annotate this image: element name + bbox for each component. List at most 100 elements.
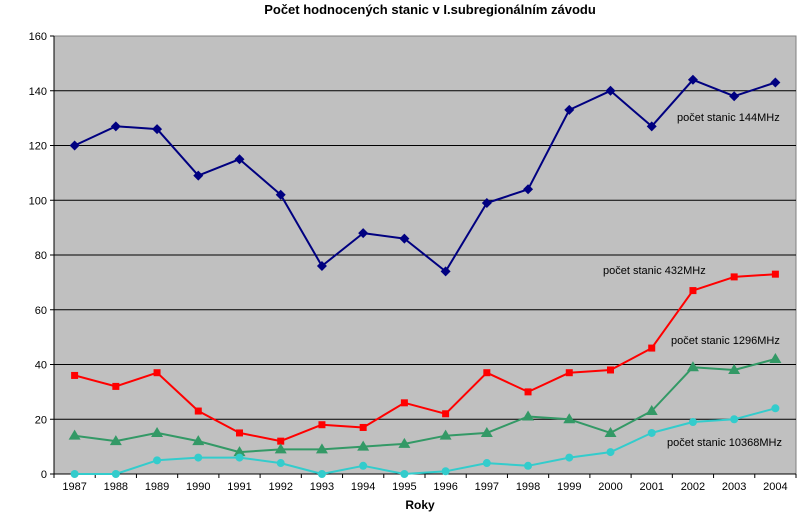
x-tick-label: 1991 <box>227 481 251 493</box>
x-tick-label: 1998 <box>516 481 540 493</box>
data-point <box>771 404 780 413</box>
data-point <box>565 369 573 377</box>
data-point <box>564 104 575 115</box>
data-point <box>522 410 535 421</box>
data-point <box>686 361 699 372</box>
data-point <box>442 410 450 418</box>
data-point <box>152 124 163 135</box>
y-tick-label: 80 <box>35 250 47 262</box>
y-tick-label: 60 <box>35 305 47 317</box>
data-point <box>358 228 369 239</box>
data-point <box>481 197 492 208</box>
data-point <box>316 260 327 271</box>
data-point <box>648 344 656 352</box>
data-point <box>70 470 79 478</box>
data-point <box>153 369 161 377</box>
data-point <box>276 459 285 468</box>
x-tick-label: 1990 <box>186 481 210 493</box>
x-tick-label: 1996 <box>433 481 457 493</box>
x-tick-label: 1995 <box>392 481 416 493</box>
data-point <box>606 448 615 457</box>
data-point <box>315 443 328 454</box>
data-point <box>604 426 617 437</box>
x-tick-label: 1993 <box>310 481 334 493</box>
x-axis-title: Roky <box>405 498 435 512</box>
series-labels: počet stanic 144MHz počet stanic 432MHz po… <box>603 112 782 449</box>
data-point <box>730 273 738 281</box>
data-point <box>275 189 286 200</box>
series-4 <box>70 404 780 478</box>
data-point <box>400 470 409 478</box>
data-point <box>398 437 411 448</box>
series-group <box>68 74 782 478</box>
data-point <box>565 453 574 462</box>
chart-title: Počet hodnocených stanic v I.subregionál… <box>264 2 596 17</box>
series-line <box>74 358 776 454</box>
data-point <box>236 429 243 437</box>
x-tick-label: 2001 <box>639 481 663 493</box>
data-point <box>400 399 408 407</box>
y-tick-label: 0 <box>41 469 47 481</box>
data-point <box>317 470 326 478</box>
series-label: počet stanic 432MHz <box>603 265 706 277</box>
data-point <box>771 270 779 278</box>
data-point <box>234 154 245 165</box>
data-point <box>482 459 491 468</box>
x-tick-label: 1987 <box>62 481 86 493</box>
data-point <box>277 437 285 445</box>
data-point <box>194 407 202 415</box>
data-point <box>233 446 246 457</box>
x-tick-label: 1992 <box>268 481 292 493</box>
series-line <box>74 78 776 273</box>
y-tick-label: 100 <box>29 195 47 207</box>
data-point <box>607 366 614 374</box>
x-tick-label: 2004 <box>763 481 787 493</box>
x-tick-label: 1999 <box>557 481 581 493</box>
data-point <box>524 461 533 470</box>
data-point <box>563 413 576 424</box>
data-point <box>112 382 120 390</box>
data-point <box>359 461 368 470</box>
x-axis-ticks: 1987 1988 1989 1990 1991 1992 1993 1994 1995 1996… <box>53 473 797 493</box>
data-point <box>235 453 244 462</box>
data-point <box>274 443 287 454</box>
x-tick-label: 1994 <box>351 481 375 493</box>
data-point <box>770 77 781 88</box>
data-point <box>605 85 616 96</box>
x-tick-label: 2000 <box>598 481 622 493</box>
y-tick-label: 20 <box>35 414 47 426</box>
data-point <box>483 369 491 377</box>
series-label: počet stanic 1296MHz <box>671 335 780 347</box>
data-point <box>689 287 697 295</box>
x-tick-label: 2003 <box>722 481 746 493</box>
data-point <box>71 371 79 379</box>
data-point <box>318 421 326 429</box>
series-line <box>74 273 776 443</box>
data-point <box>359 423 367 431</box>
x-tick-label: 1988 <box>104 481 128 493</box>
y-tick-label: 160 <box>29 31 47 43</box>
data-point <box>68 429 81 440</box>
data-point <box>441 467 450 476</box>
series-line <box>74 407 776 475</box>
data-point <box>769 353 782 364</box>
series-label: počet stanic 144MHz <box>677 112 780 124</box>
series-1 <box>69 74 781 277</box>
data-point <box>193 170 204 181</box>
data-point <box>110 121 121 132</box>
data-point <box>647 428 656 437</box>
x-tick-label: 1989 <box>145 481 169 493</box>
data-point <box>109 435 122 446</box>
data-point <box>111 470 120 478</box>
data-point <box>439 429 452 440</box>
data-point <box>730 415 739 424</box>
data-point <box>153 456 162 465</box>
data-point <box>688 417 697 426</box>
series-3 <box>68 353 782 457</box>
data-point <box>645 405 658 416</box>
data-point <box>729 91 740 102</box>
data-point <box>524 388 532 396</box>
data-point <box>646 121 657 132</box>
